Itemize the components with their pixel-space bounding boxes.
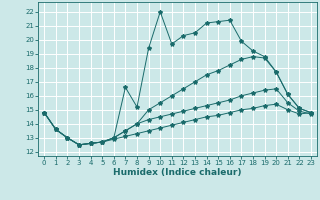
X-axis label: Humidex (Indice chaleur): Humidex (Indice chaleur) — [113, 168, 242, 177]
